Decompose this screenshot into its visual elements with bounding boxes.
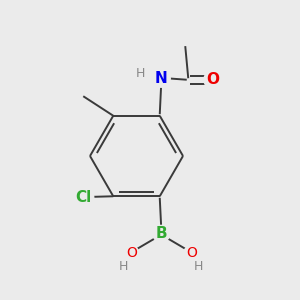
Circle shape <box>73 187 94 208</box>
Circle shape <box>204 71 222 89</box>
Text: O: O <box>126 246 137 260</box>
Text: N: N <box>155 71 168 86</box>
Circle shape <box>152 69 170 87</box>
Text: O: O <box>206 72 219 87</box>
Text: H: H <box>119 260 128 273</box>
Text: H: H <box>194 260 203 273</box>
Circle shape <box>184 246 199 261</box>
Text: B: B <box>155 226 167 241</box>
Text: H: H <box>136 67 146 80</box>
Circle shape <box>153 225 170 242</box>
Text: O: O <box>186 246 197 260</box>
Circle shape <box>124 246 139 261</box>
Text: Cl: Cl <box>75 190 92 205</box>
